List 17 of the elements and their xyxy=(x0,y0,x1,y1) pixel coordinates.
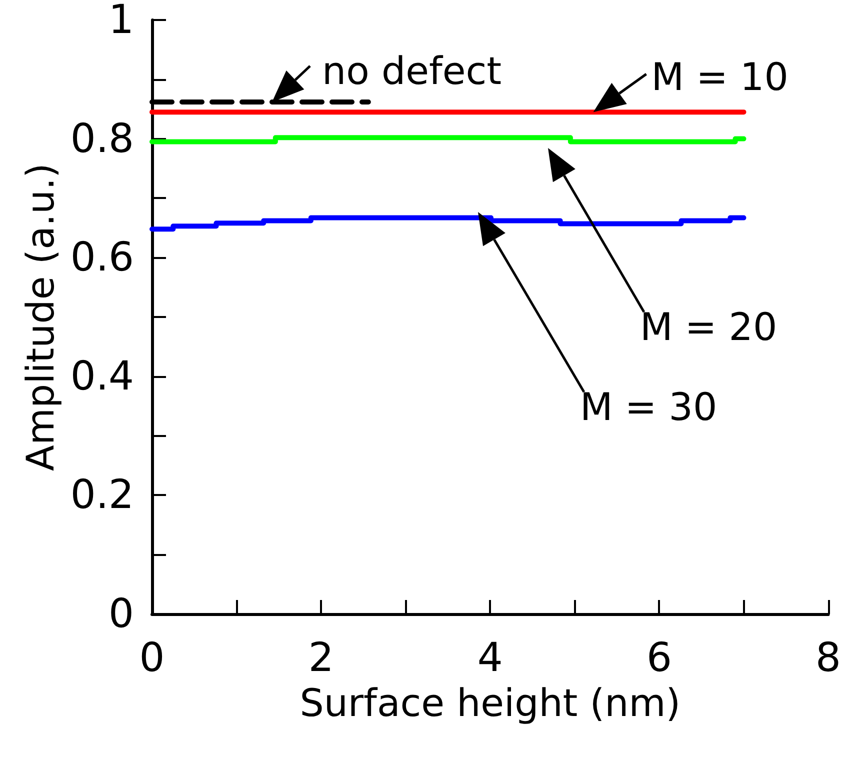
x-tick-label: 6 xyxy=(646,635,672,681)
annotation: M = 20 xyxy=(640,305,778,349)
x-axis-title: Surface height (nm) xyxy=(300,681,681,725)
annotation: M = 30 xyxy=(580,385,718,429)
x-tick-label: 2 xyxy=(308,635,334,681)
y-axis-title: Amplitude (a.u.) xyxy=(18,163,62,471)
x-tick-label: 4 xyxy=(477,635,503,681)
x-tick-label: 0 xyxy=(139,635,165,681)
y-tick-label: 0.8 xyxy=(70,116,134,162)
y-tick-label: 0.2 xyxy=(70,472,134,518)
y-tick-label: 0.4 xyxy=(70,353,134,400)
y-tick-label: 0.6 xyxy=(70,234,134,281)
annotation: M = 10 xyxy=(651,55,788,100)
y-tick-label: 1 xyxy=(108,0,134,43)
annotation: no defect xyxy=(322,48,502,93)
y-tick-label: 0 xyxy=(108,591,134,637)
x-tick-label: 8 xyxy=(816,635,841,681)
